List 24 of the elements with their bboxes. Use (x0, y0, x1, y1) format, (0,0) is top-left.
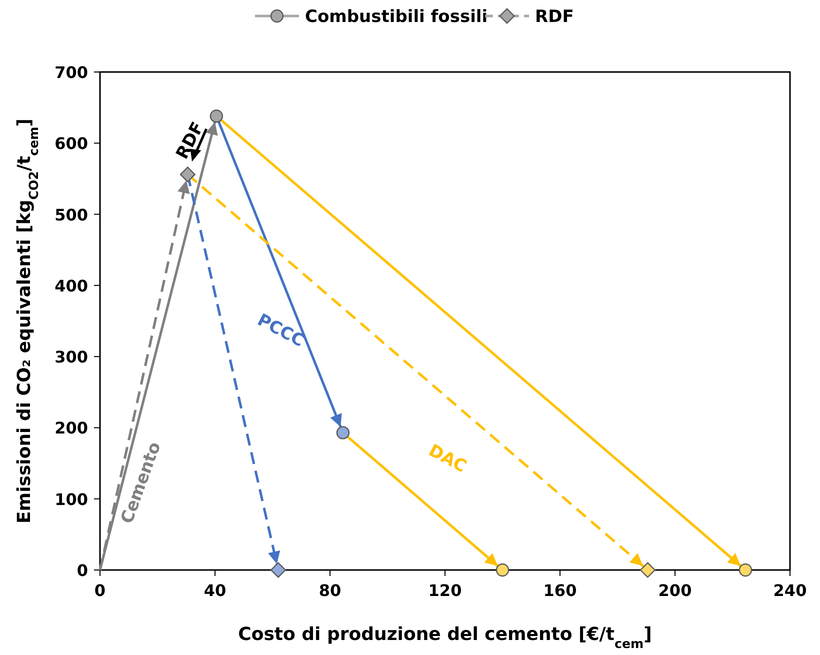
y-tick-label: 300 (54, 348, 88, 367)
point (180, 166, 196, 182)
x-tick-label: 160 (543, 581, 577, 600)
y-tick-label: 700 (54, 63, 88, 82)
x-tick-label: 80 (318, 581, 342, 600)
point (738, 563, 752, 577)
annotation: DAC (425, 440, 470, 478)
x-tick-label: 200 (658, 581, 692, 600)
x-tick-label: 0 (94, 581, 106, 600)
y-tick-label: 100 (54, 490, 88, 509)
y-tick-label: 400 (54, 276, 88, 296)
x-tick-label: 120 (428, 581, 462, 600)
y-tick-label: 0 (76, 561, 88, 580)
y-tick-label: 500 (54, 205, 88, 224)
legend-label: Combustibili fossili (305, 7, 488, 27)
y-tick-label: 200 (54, 418, 88, 438)
x-tick-label: 40 (204, 581, 226, 600)
point (270, 562, 286, 578)
annotation: RDF (172, 118, 208, 163)
x-tick-label: 240 (773, 581, 807, 600)
point (496, 563, 510, 577)
x-axis-title: Costo di produzione del cemento [€/t$_{cem}$] (238, 624, 652, 650)
legend-label: RDF (535, 7, 574, 27)
y-tick-label: 600 (54, 134, 88, 154)
